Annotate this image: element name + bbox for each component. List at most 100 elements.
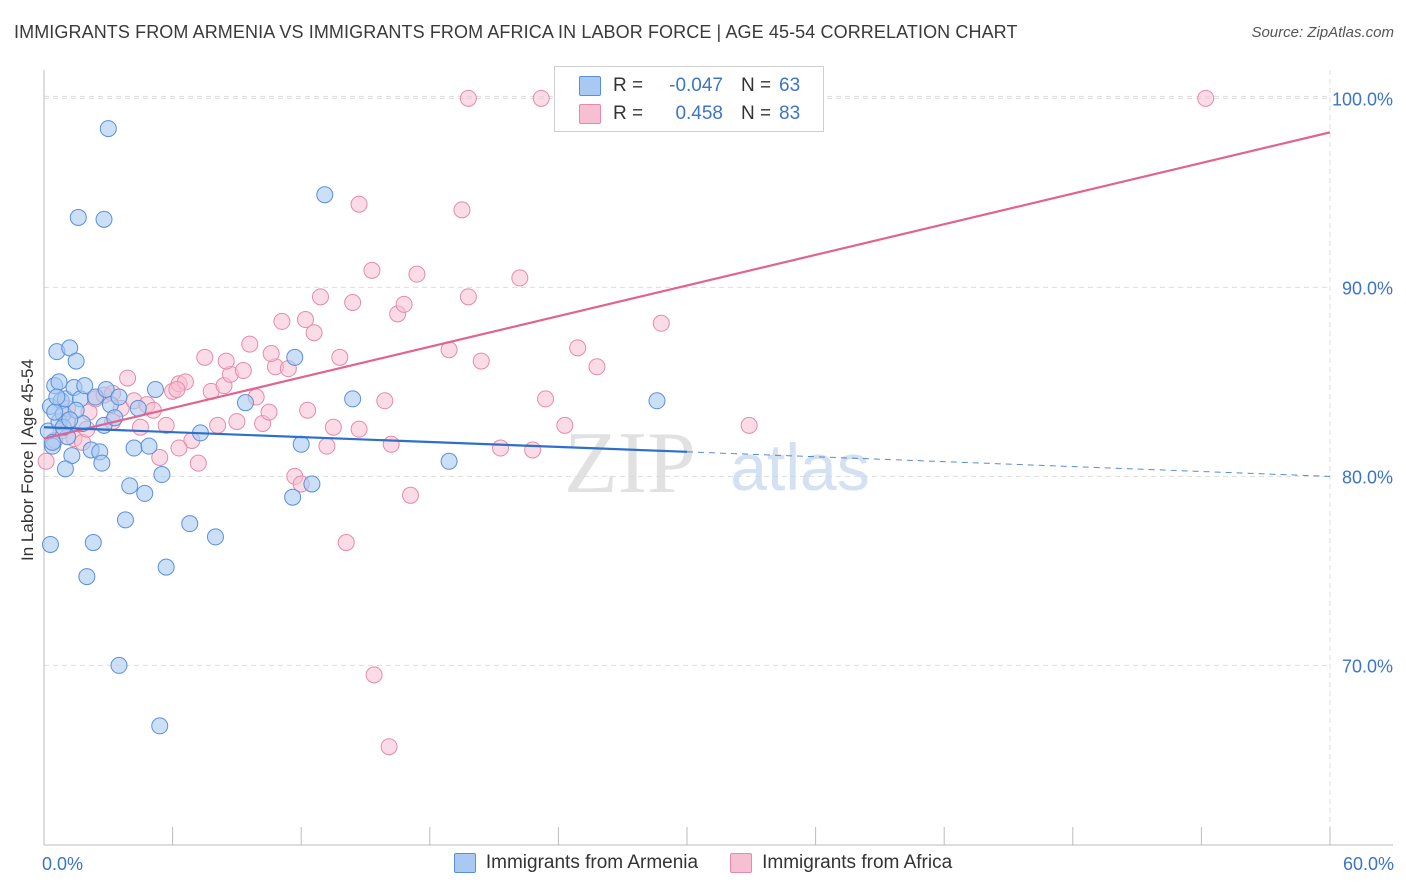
point-africa bbox=[37, 452, 55, 470]
n-label: N = bbox=[741, 75, 772, 96]
trend-line-armenia bbox=[43, 426, 688, 453]
point-africa bbox=[652, 314, 670, 332]
point-africa bbox=[228, 413, 246, 431]
point-africa bbox=[119, 369, 137, 387]
legend-swatch-armenia bbox=[453, 853, 476, 873]
point-africa bbox=[402, 486, 420, 504]
point-africa bbox=[382, 435, 400, 453]
stats-row-armenia: R = -0.047 N = 63 bbox=[579, 71, 800, 101]
point-armenia bbox=[93, 454, 111, 472]
r-value-armenia: -0.047 bbox=[669, 75, 723, 96]
axes bbox=[43, 70, 1393, 846]
point-armenia bbox=[206, 528, 224, 546]
x-tick-label-max: 60.0% bbox=[1343, 854, 1394, 874]
point-africa bbox=[324, 418, 342, 436]
r-label: R = bbox=[613, 103, 644, 124]
y-tick-label: 100.0% bbox=[1332, 89, 1393, 109]
point-armenia bbox=[110, 656, 128, 674]
point-africa bbox=[168, 380, 186, 398]
point-armenia bbox=[84, 534, 102, 552]
legend-swatch-africa bbox=[730, 853, 753, 873]
point-armenia bbox=[181, 515, 199, 533]
point-africa bbox=[569, 339, 587, 357]
point-armenia bbox=[56, 460, 74, 478]
point-armenia bbox=[136, 484, 154, 502]
point-africa bbox=[234, 362, 252, 380]
point-africa bbox=[262, 345, 280, 363]
watermark-zip: ZIP bbox=[564, 415, 696, 512]
trend-line-armenia-extension bbox=[686, 451, 1331, 477]
point-africa bbox=[459, 288, 477, 306]
point-africa bbox=[260, 403, 278, 421]
point-armenia bbox=[440, 452, 458, 470]
point-armenia bbox=[67, 352, 85, 370]
point-africa bbox=[532, 89, 550, 107]
point-africa bbox=[492, 439, 510, 457]
r-label: R = bbox=[613, 75, 644, 96]
n-label: N = bbox=[741, 103, 772, 124]
point-africa bbox=[151, 449, 169, 466]
y-tick-labels: 70.0% 80.0% 90.0% 100.0% bbox=[1332, 89, 1393, 676]
point-armenia bbox=[303, 475, 321, 493]
point-africa bbox=[395, 295, 413, 313]
point-africa bbox=[296, 311, 314, 329]
point-armenia bbox=[286, 348, 304, 366]
point-africa bbox=[157, 416, 175, 434]
trend-line-africa bbox=[43, 131, 1331, 440]
r-value-africa: 0.458 bbox=[675, 103, 723, 124]
point-africa bbox=[588, 358, 606, 376]
point-africa bbox=[311, 288, 329, 306]
point-africa bbox=[459, 89, 477, 107]
point-armenia bbox=[292, 435, 310, 453]
point-armenia bbox=[69, 208, 87, 226]
point-armenia bbox=[284, 488, 302, 506]
point-africa bbox=[241, 335, 259, 353]
point-africa bbox=[365, 666, 383, 684]
point-armenia bbox=[46, 403, 64, 421]
point-armenia bbox=[140, 437, 158, 455]
point-africa bbox=[350, 195, 368, 213]
stats-row-africa: R = 0.458 N = 83 bbox=[579, 99, 800, 129]
point-africa bbox=[344, 294, 362, 311]
trend-lines bbox=[43, 131, 1331, 477]
point-africa bbox=[131, 418, 149, 436]
point-armenia bbox=[41, 535, 59, 553]
point-armenia bbox=[151, 717, 169, 735]
point-africa bbox=[408, 265, 426, 283]
stats-legend: R = -0.047 N = 63 R = 0.458 N = 83 bbox=[554, 66, 824, 132]
point-africa bbox=[376, 392, 394, 410]
point-africa bbox=[740, 416, 758, 434]
point-armenia bbox=[236, 394, 254, 412]
legend-item-africa[interactable]: Immigrants from Africa bbox=[730, 852, 952, 874]
point-africa bbox=[196, 348, 214, 366]
swatch-armenia bbox=[579, 76, 601, 96]
n-value-africa: 83 bbox=[779, 103, 801, 124]
point-armenia bbox=[116, 511, 134, 529]
point-africa bbox=[273, 312, 291, 330]
series-armenia-points bbox=[39, 120, 666, 735]
point-africa bbox=[363, 261, 381, 279]
point-africa bbox=[305, 324, 323, 342]
x-tick-label-min: 0.0% bbox=[42, 854, 83, 874]
point-africa bbox=[209, 416, 227, 434]
point-armenia bbox=[61, 411, 79, 429]
point-armenia bbox=[121, 477, 139, 495]
legend-label-africa: Immigrants from Africa bbox=[762, 852, 953, 873]
point-armenia bbox=[95, 210, 113, 228]
point-africa bbox=[299, 401, 317, 419]
point-africa bbox=[350, 420, 368, 438]
point-armenia bbox=[157, 558, 175, 576]
swatch-africa bbox=[579, 104, 601, 124]
point-africa bbox=[556, 416, 574, 434]
point-africa bbox=[380, 738, 398, 756]
legend-item-armenia[interactable]: Immigrants from Armenia bbox=[453, 852, 698, 874]
point-armenia bbox=[78, 568, 96, 586]
y-tick-label: 70.0% bbox=[1342, 656, 1393, 676]
point-africa bbox=[170, 439, 188, 457]
point-armenia bbox=[125, 439, 143, 457]
n-value-armenia: 63 bbox=[779, 75, 801, 96]
point-africa bbox=[318, 437, 336, 455]
point-africa bbox=[217, 352, 235, 370]
point-africa bbox=[189, 454, 207, 472]
